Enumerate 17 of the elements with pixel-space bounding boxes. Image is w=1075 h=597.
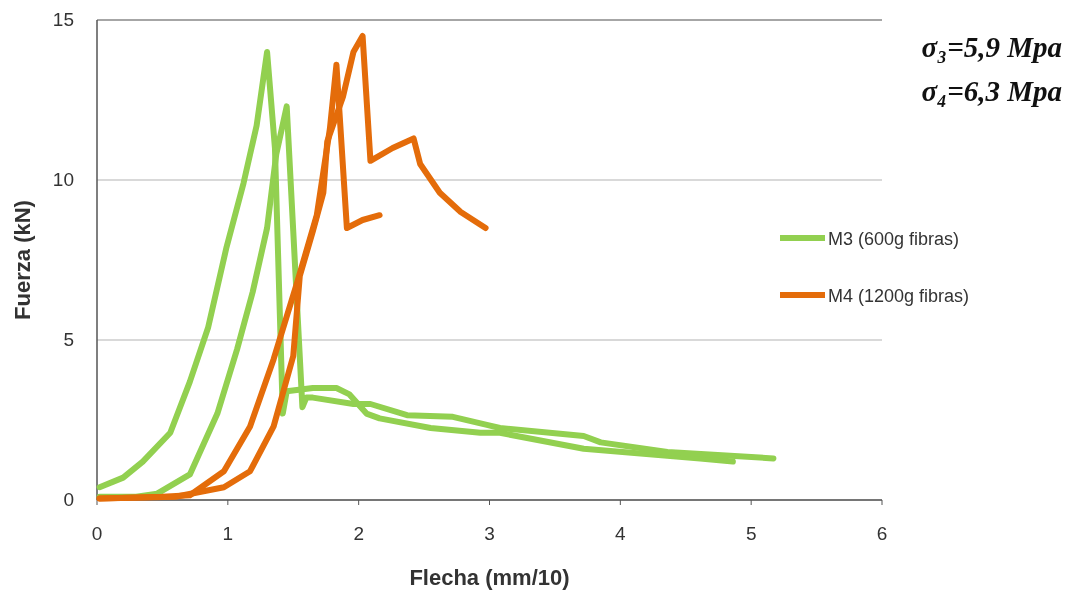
x-tick-label: 6 [876,523,888,544]
x-tick-label: 0 [91,523,103,544]
y-tick-label: 5 [63,329,74,350]
y-axis-title: Fuerza (kN) [10,200,35,320]
text: σ₄=6,3 Mpa [921,75,1062,107]
legend-label: M3 (600g fibras) [828,229,960,249]
y-tick-label: 0 [63,489,74,510]
y-tick-label: 10 [52,169,74,190]
x-tick-label: 2 [353,523,364,544]
legend-label: M4 (1200g fibras) [828,286,970,306]
text: σ₃=5,9 Mpa [921,31,1062,63]
x-tick-label: 3 [484,523,495,544]
x-tick-label: 1 [222,523,234,544]
y-tick-label: 15 [52,9,74,30]
x-tick-label: 4 [615,523,627,544]
x-axis-title: Flecha (mm/10) [409,565,570,590]
x-tick-label: 5 [745,523,757,544]
